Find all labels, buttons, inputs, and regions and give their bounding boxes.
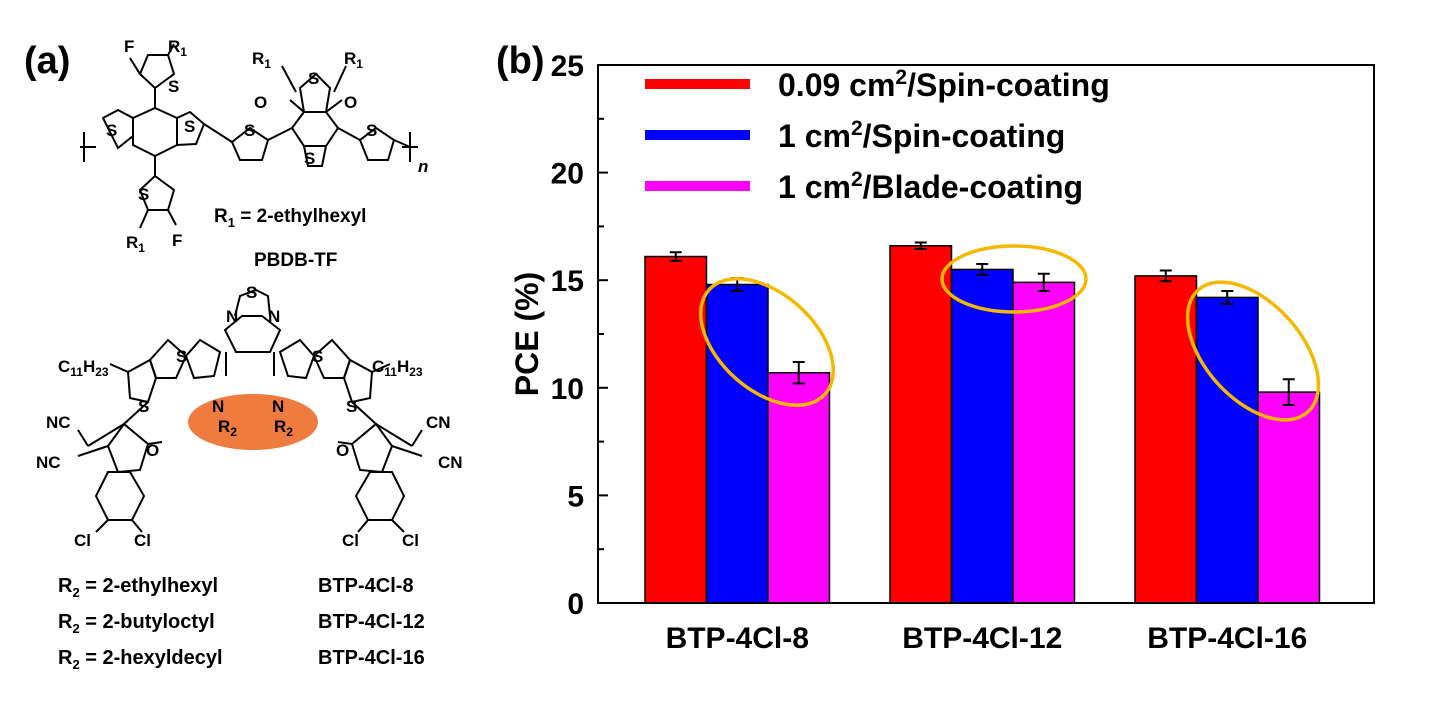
- panel-a-label: (a): [24, 40, 71, 82]
- legend-label-3: 1 cm2/Blade-coating: [778, 168, 1083, 205]
- atom-n-thiadiazole-left: N: [226, 307, 238, 326]
- y-axis-label: PCE (%): [509, 272, 545, 396]
- highlight-ellipse-1: [698, 277, 836, 407]
- error-bar-3-1: [792, 360, 805, 385]
- y-tick-label-2: 5: [567, 480, 584, 513]
- atom-s-bdd-top: S: [308, 69, 319, 88]
- bar-2-1: [705, 283, 769, 604]
- polymer-name: PBDB-TF: [254, 250, 337, 271]
- atom-r1-bdd-left: R1: [252, 49, 271, 71]
- atom-cn-bottom: CN: [438, 453, 463, 472]
- legend-swatch-1: [645, 79, 750, 89]
- atom-nc-top: NC: [46, 413, 71, 432]
- atom-o-left: O: [254, 93, 267, 112]
- panel-b-label: (b): [496, 40, 545, 82]
- atom-cl-3: Cl: [342, 531, 359, 550]
- legend-label-2: 1 cm2/Spin-coating: [778, 117, 1065, 154]
- atom-s-linker-2: S: [366, 121, 377, 140]
- atom-nc-bottom: NC: [36, 453, 61, 472]
- error-bar-3-2: [1037, 272, 1050, 292]
- atom-cl-2: Cl: [134, 531, 151, 550]
- atom-r2-right: R2: [274, 417, 293, 439]
- atom-s-core-left: S: [176, 347, 187, 366]
- legend-swatch-3: [645, 181, 750, 191]
- r2-definition-2: R2 = 2-butyloctyl: [58, 611, 215, 636]
- atom-o-right: O: [344, 93, 357, 112]
- atom-s-end-right: S: [346, 397, 357, 416]
- y-tick-label-5: 20: [551, 158, 584, 191]
- atom-s-linker-1: S: [244, 121, 255, 140]
- error-bar-1-1: [669, 251, 682, 262]
- atom-s-thiadiazole: S: [246, 283, 257, 302]
- legend-label-1: 0.09 cm2/Spin-coating: [778, 66, 1110, 103]
- atom-s-bdt-right: S: [184, 117, 195, 136]
- atom-o-end-right: O: [336, 441, 349, 460]
- atom-s-core-right: S: [312, 347, 323, 366]
- x-tick-label-2: BTP-4Cl-12: [902, 622, 1062, 655]
- bar-1-1: [644, 255, 708, 604]
- atom-s-bottom-thiophene: S: [138, 185, 149, 204]
- bar-2-2: [950, 268, 1014, 604]
- y-tick-label-3: 10: [551, 373, 584, 406]
- legend-swatch-2: [645, 130, 750, 140]
- atom-o-end-left: O: [146, 441, 159, 460]
- atom-n-thiadiazole-right: N: [268, 307, 280, 326]
- acceptor-name-2: BTP-4Cl-12: [318, 611, 425, 633]
- atom-s-end-left: S: [138, 397, 149, 416]
- chemical-structures: F R1 S S S S S R1 R1 O O S S S R1 F n R1…: [36, 37, 463, 672]
- y-tick-label-6: 25: [551, 50, 584, 83]
- bar-3-3: [1257, 391, 1321, 604]
- atom-n-pyrrole-right: N: [272, 397, 284, 416]
- bar-3-2: [1012, 281, 1076, 604]
- highlight-ellipse-2: [940, 244, 1088, 314]
- atom-s-bdd-bottom: S: [304, 149, 315, 168]
- atom-r1-top: R1: [168, 37, 187, 59]
- error-bar-3-3: [1282, 378, 1295, 407]
- error-bar-1-3: [1159, 269, 1172, 283]
- r1-definition: R1 = 2-ethylhexyl: [214, 206, 366, 230]
- bar-1-3: [1134, 275, 1198, 604]
- atom-s-bdt-left: S: [106, 121, 117, 140]
- atom-cl-1: Cl: [74, 531, 91, 550]
- atom-r2-left: R2: [218, 417, 237, 439]
- x-tick-label-3: BTP-4Cl-16: [1147, 622, 1307, 655]
- atom-n-pyrrole-left: N: [212, 397, 224, 416]
- atom-r1-bottom: R1: [126, 233, 145, 255]
- atom-r1-bdd-right: R1: [344, 49, 363, 71]
- atom-c11h23-right: C11H23: [372, 357, 423, 379]
- atom-cn-top: CN: [426, 413, 451, 432]
- y-tick-label-4: 15: [551, 265, 584, 298]
- error-bar-1-2: [914, 241, 927, 250]
- r2-highlight-ellipse: [188, 394, 318, 450]
- atom-cl-4: Cl: [402, 531, 419, 550]
- polymer-skeleton: [77, 43, 423, 533]
- atom-s-top-thiophene: S: [168, 77, 179, 96]
- error-bar-2-2: [976, 263, 989, 276]
- atom-f-top: F: [124, 37, 134, 56]
- r2-definition-3: R2 = 2-hexyldecyl: [58, 647, 223, 672]
- x-tick-label-1: BTP-4Cl-8: [666, 622, 809, 655]
- acceptor-name-1: BTP-4Cl-8: [318, 575, 414, 597]
- bar-3-1: [767, 371, 831, 604]
- error-bar-2-3: [1221, 289, 1234, 305]
- repeat-unit-n: n: [418, 157, 428, 176]
- highlight-ellipse-3: [1185, 280, 1321, 422]
- atom-f-bottom: F: [172, 231, 182, 250]
- atom-c11h23-left: C11H23: [58, 357, 109, 379]
- acceptor-name-3: BTP-4Cl-16: [318, 647, 425, 669]
- bar-2-3: [1195, 296, 1259, 604]
- r2-definition-1: R2 = 2-ethylhexyl: [58, 575, 218, 600]
- y-tick-label-1: 0: [567, 588, 584, 621]
- bar-1-2: [889, 245, 953, 604]
